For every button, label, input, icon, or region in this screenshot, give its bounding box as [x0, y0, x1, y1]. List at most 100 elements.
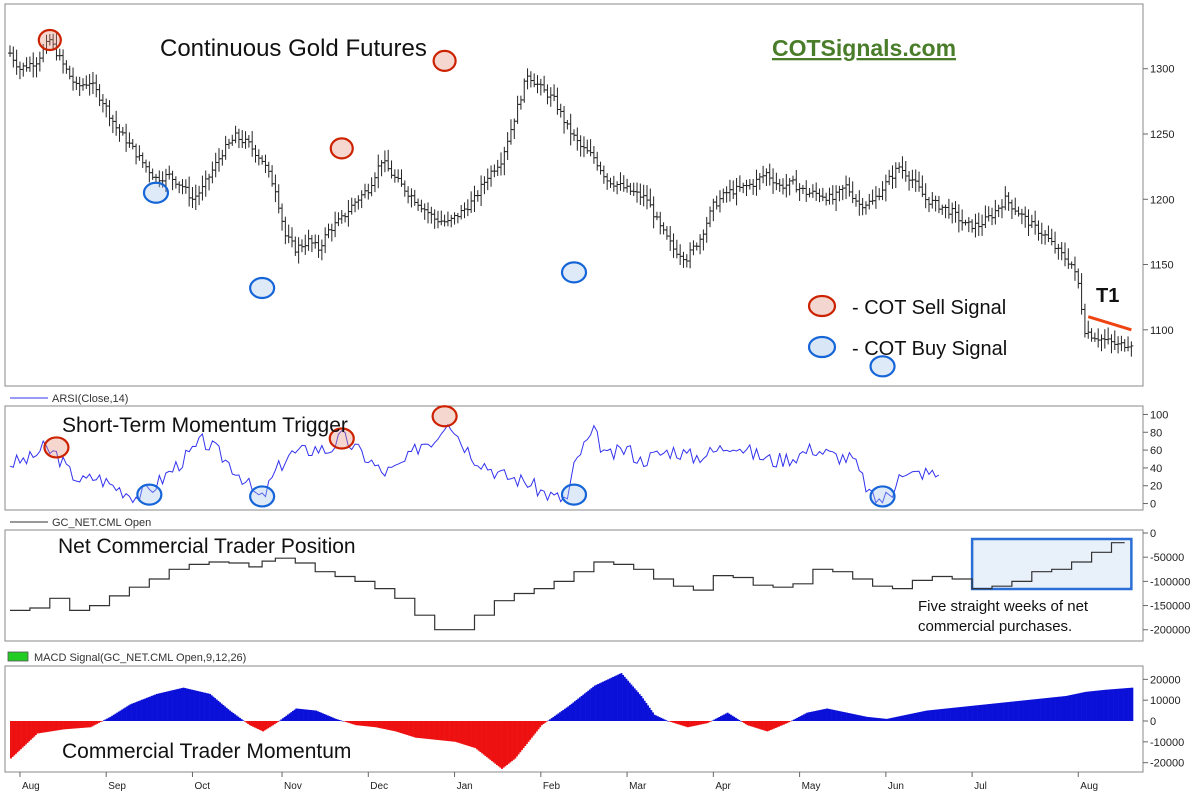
macd-bar	[197, 691, 200, 721]
macd-bar	[91, 721, 94, 727]
macd-bar	[306, 709, 309, 721]
macd-bar	[577, 698, 580, 721]
rsi-sell-marker	[43, 436, 70, 459]
macd-bar	[686, 721, 689, 728]
macd-bar	[1036, 698, 1039, 721]
macd-bar	[192, 690, 195, 721]
y-tick-label: 0	[1150, 716, 1156, 728]
y-tick-label: 20000	[1150, 674, 1181, 686]
macd-bar	[461, 721, 464, 744]
macd-bar	[663, 719, 666, 721]
macd-bar	[597, 684, 600, 721]
macd-bar	[620, 673, 623, 721]
macd-bar	[68, 721, 71, 729]
macd-bar	[175, 689, 178, 721]
macd-bar	[980, 704, 983, 721]
buy-signal-marker	[560, 261, 588, 284]
x-tick-label: Feb	[543, 781, 561, 792]
macd-bar	[696, 721, 699, 726]
macd-bar	[897, 716, 900, 721]
macd-bar	[287, 714, 289, 721]
macd-bar	[879, 718, 882, 721]
macd-bar	[46, 721, 49, 732]
macd-bar	[285, 715, 288, 721]
macd-bar	[759, 721, 762, 730]
macd-bar	[695, 721, 698, 726]
macd-bar	[764, 721, 767, 731]
macd-bar	[250, 721, 253, 726]
macd-bar	[938, 709, 941, 721]
macd-bar	[970, 705, 973, 721]
macd-bar	[783, 721, 785, 725]
macd-bar	[305, 709, 308, 721]
macd-bar	[1079, 692, 1082, 721]
macd-bar	[147, 697, 150, 721]
brand-link[interactable]: COTSignals.com	[772, 35, 956, 61]
macd-bar	[376, 721, 379, 728]
macd-bar	[909, 714, 912, 721]
macd-bar	[165, 691, 168, 721]
x-tick-label: Apr	[715, 781, 731, 792]
macd-bar	[889, 718, 892, 721]
macd-bar	[700, 721, 703, 725]
macd-bar	[593, 685, 596, 721]
macd-bar	[935, 709, 938, 721]
macd-bar	[1041, 698, 1044, 721]
macd-bar	[1008, 701, 1011, 721]
macd-bar	[1011, 701, 1014, 721]
macd-bar	[1018, 700, 1021, 721]
macd-bar	[97, 721, 100, 723]
macd-bar	[101, 721, 104, 722]
macd-bar	[607, 679, 610, 721]
x-tick-label: May	[802, 781, 821, 792]
macd-bar	[615, 675, 618, 721]
macd-bar	[885, 718, 888, 721]
macd-bar	[688, 721, 691, 727]
macd-bar	[715, 718, 717, 721]
macd-bar	[78, 721, 80, 729]
x-tick-label: Aug	[1080, 781, 1098, 792]
macd-bar	[96, 721, 99, 724]
macd-bar	[623, 676, 626, 721]
macd-bar	[1126, 688, 1129, 721]
macd-bar	[1061, 696, 1064, 721]
macd-bar	[1005, 702, 1008, 721]
macd-bar	[817, 710, 820, 721]
macd-bar	[582, 694, 585, 721]
macd-bar	[1040, 698, 1043, 721]
macd-bar	[303, 709, 306, 721]
macd-bar	[267, 721, 270, 729]
macd-bar	[796, 717, 799, 721]
macd-bar	[205, 693, 208, 721]
macd-bar	[177, 688, 180, 721]
net-position-line	[10, 542, 1125, 631]
macd-bar	[1104, 689, 1107, 721]
macd-bar	[900, 715, 903, 721]
macd-bar	[18, 721, 21, 751]
macd-bar	[1031, 699, 1034, 721]
macd-bar	[154, 694, 157, 721]
macd-bar	[794, 718, 797, 721]
macd-bar	[142, 699, 145, 721]
y-tick-label: 10000	[1150, 695, 1181, 707]
buy-signal-marker	[869, 355, 896, 378]
macd-bar	[824, 708, 827, 721]
macd-bar	[1108, 689, 1111, 721]
macd-bar	[826, 708, 829, 721]
macd-bar	[403, 721, 406, 735]
macd-bar	[600, 682, 603, 721]
macd-bar	[187, 688, 190, 721]
macd-bar	[104, 719, 107, 721]
net-annotation-line-1: Five straight weeks of net	[918, 598, 1089, 615]
macd-bar	[361, 721, 364, 726]
macd-bar	[139, 700, 142, 721]
macd-bar	[905, 714, 908, 721]
macd-bar	[565, 707, 568, 721]
macd-bar	[258, 721, 261, 730]
macd-bar	[1106, 689, 1109, 721]
macd-bar	[340, 720, 343, 721]
net-highlight-box	[970, 537, 1133, 591]
macd-bar	[1001, 702, 1004, 721]
macd-bar	[31, 721, 34, 739]
x-tick-label: Jan	[457, 781, 473, 792]
